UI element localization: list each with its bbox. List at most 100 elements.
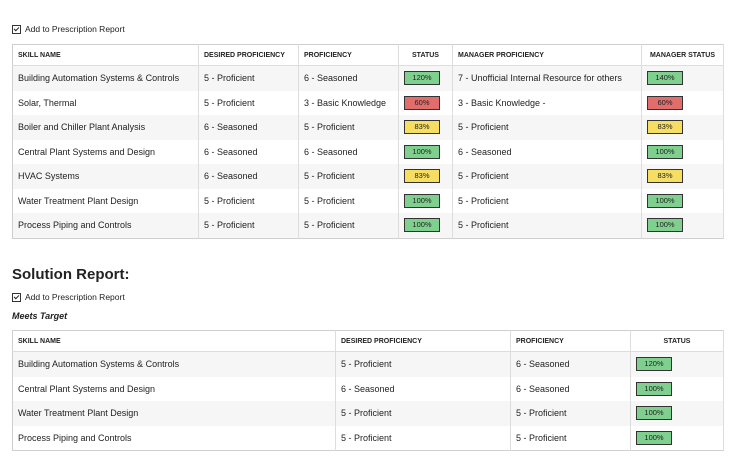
status-cell: 100% bbox=[641, 188, 724, 213]
status-cell: 140% bbox=[641, 65, 724, 91]
column-header: MANAGER PROFICIENCY bbox=[452, 44, 642, 66]
table-cell: 5 - Proficient bbox=[335, 425, 511, 451]
status-cell: 100% bbox=[398, 188, 453, 213]
table-row: Process Piping and Controls 5 - Proficien… bbox=[12, 213, 724, 238]
status-badge: 100% bbox=[636, 430, 672, 445]
column-header: MANAGER STATUS bbox=[641, 44, 724, 66]
status-cell: 60% bbox=[641, 90, 724, 115]
checkbox-row[interactable]: Add to Prescription Report bbox=[12, 24, 125, 34]
table-row: Central Plant Systems and Design 6 - Seas… bbox=[12, 376, 724, 401]
column-header: STATUS bbox=[398, 44, 453, 66]
table-cell: 5 - Proficient bbox=[298, 188, 399, 213]
status-badge: 100% bbox=[647, 193, 683, 208]
table-cell: 5 - Proficient bbox=[452, 164, 642, 189]
table-cell: 3 - Basic Knowledge - bbox=[452, 90, 642, 115]
table-row: Water Treatment Plant Design 5 - Proficie… bbox=[12, 401, 724, 426]
table-row: Building Automation Systems & Controls 5 … bbox=[12, 351, 724, 377]
status-cell: 83% bbox=[641, 164, 724, 189]
table-row: Solar, Thermal 5 - Proficient 3 - Basic Kn… bbox=[12, 90, 724, 115]
status-badge: 83% bbox=[404, 120, 440, 135]
table-cell: 5 - Proficient bbox=[198, 188, 299, 213]
table-row: Boiler and Chiller Plant Analysis 6 - Sea… bbox=[12, 115, 724, 140]
table-cell: Central Plant Systems and Design bbox=[12, 376, 336, 401]
table-cell: 5 - Proficient bbox=[452, 213, 642, 238]
status-cell: 100% bbox=[398, 213, 453, 238]
table-cell: 6 - Seasoned bbox=[510, 376, 631, 401]
checkbox-row[interactable]: Add to Prescription Report bbox=[12, 292, 125, 302]
column-header: STATUS bbox=[630, 330, 724, 352]
status-badge: 140% bbox=[647, 71, 683, 86]
table-cell: 6 - Seasoned bbox=[298, 139, 399, 164]
solution-table: SKILL NAME DESIRED PROFICIENCY PROFICIENCY… bbox=[12, 330, 724, 451]
column-header: SKILL NAME bbox=[12, 44, 199, 66]
status-badge: 83% bbox=[647, 120, 683, 135]
table-row: Central Plant Systems and Design 6 - Seas… bbox=[12, 139, 724, 164]
table-cell: 3 - Basic Knowledge bbox=[298, 90, 399, 115]
table-body: Building Automation Systems & Controls 5 … bbox=[12, 65, 724, 238]
status-badge: 83% bbox=[404, 169, 440, 184]
status-badge: 60% bbox=[404, 95, 440, 110]
status-badge: 100% bbox=[404, 144, 440, 159]
column-header: PROFICIENCY bbox=[298, 44, 399, 66]
column-header: DESIRED PROFICIENCY bbox=[335, 330, 511, 352]
table-cell: 5 - Proficient bbox=[198, 90, 299, 115]
status-cell: 83% bbox=[398, 164, 453, 189]
header-row: SKILL NAME DESIRED PROFICIENCY PROFICIENCY… bbox=[12, 330, 724, 352]
status-badge: 100% bbox=[404, 193, 440, 208]
table-cell: 5 - Proficient bbox=[198, 213, 299, 238]
section-title: Solution Report: bbox=[12, 266, 130, 283]
table-cell: 5 - Proficient bbox=[335, 401, 511, 426]
table-cell: Solar, Thermal bbox=[12, 90, 199, 115]
table-row: Water Treatment Plant Design 5 - Proficie… bbox=[12, 188, 724, 213]
table-cell: 6 - Seasoned bbox=[298, 65, 399, 91]
checkbox-label[interactable]: Add to Prescription Report bbox=[25, 292, 125, 302]
status-cell: 83% bbox=[398, 115, 453, 140]
table-cell: Building Automation Systems & Controls bbox=[12, 65, 199, 91]
checkbox[interactable] bbox=[12, 24, 21, 34]
table-row: Building Automation Systems & Controls 5 … bbox=[12, 65, 724, 91]
status-badge: 60% bbox=[647, 95, 683, 110]
status-cell: 83% bbox=[641, 115, 724, 140]
status-badge: 100% bbox=[647, 218, 683, 233]
table-header: SKILL NAME DESIRED PROFICIENCY PROFICIENCY… bbox=[12, 330, 724, 352]
status-badge: 83% bbox=[647, 169, 683, 184]
status-badge: 100% bbox=[636, 381, 672, 396]
column-header: SKILL NAME bbox=[12, 330, 336, 352]
skills-table: SKILL NAME DESIRED PROFICIENCY PROFICIENCY… bbox=[12, 44, 724, 239]
status-badge: 100% bbox=[404, 218, 440, 233]
table-cell: 5 - Proficient bbox=[298, 164, 399, 189]
table-cell: 5 - Proficient bbox=[335, 351, 511, 377]
status-cell: 100% bbox=[641, 213, 724, 238]
table-row: HVAC Systems 6 - Seasoned 5 - Proficient 83… bbox=[12, 164, 724, 189]
checkbox-label[interactable]: Add to Prescription Report bbox=[25, 24, 125, 34]
status-cell: 100% bbox=[398, 139, 453, 164]
status-cell: 60% bbox=[398, 90, 453, 115]
table-cell: Central Plant Systems and Design bbox=[12, 139, 199, 164]
status-badge: 120% bbox=[404, 71, 440, 86]
table-cell: 7 - Unofficial Internal Resource for oth… bbox=[452, 65, 642, 91]
table-cell: Process Piping and Controls bbox=[12, 425, 336, 451]
status-badge: 100% bbox=[636, 406, 672, 421]
status-badge: 120% bbox=[636, 357, 672, 372]
status-cell: 100% bbox=[630, 376, 724, 401]
table-cell: 5 - Proficient bbox=[298, 115, 399, 140]
status-cell: 100% bbox=[641, 139, 724, 164]
table-cell: Water Treatment Plant Design bbox=[12, 401, 336, 426]
table-cell: 5 - Proficient bbox=[510, 401, 631, 426]
checkbox[interactable] bbox=[12, 292, 21, 302]
table-cell: 6 - Seasoned bbox=[510, 351, 631, 377]
status-cell: 100% bbox=[630, 425, 724, 451]
table-cell: Process Piping and Controls bbox=[12, 213, 199, 238]
table-row: Process Piping and Controls 5 - Proficien… bbox=[12, 425, 724, 451]
subtitle: Meets Target bbox=[12, 311, 68, 321]
table-cell: Boiler and Chiller Plant Analysis bbox=[12, 115, 199, 140]
table-cell: 5 - Proficient bbox=[452, 115, 642, 140]
table-cell: 6 - Seasoned bbox=[198, 164, 299, 189]
table-cell: 5 - Proficient bbox=[198, 65, 299, 91]
table-header: SKILL NAME DESIRED PROFICIENCY PROFICIENCY… bbox=[12, 44, 724, 66]
table-cell: 5 - Proficient bbox=[298, 213, 399, 238]
table-body: Building Automation Systems & Controls 5 … bbox=[12, 351, 724, 451]
table-cell: 5 - Proficient bbox=[452, 188, 642, 213]
table-cell: 6 - Seasoned bbox=[198, 115, 299, 140]
